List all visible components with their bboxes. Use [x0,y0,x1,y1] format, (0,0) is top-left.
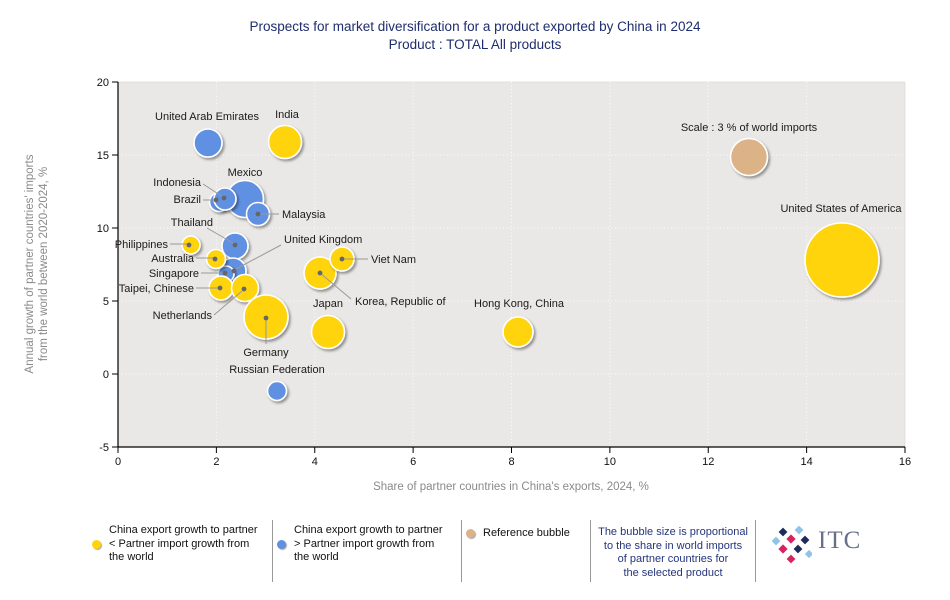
leader-dot-taipei-chinese [217,285,223,291]
y-tick-label-5: 5 [103,296,109,308]
bubble-chart: 20 15 10 5 0 -5 0 2 4 6 8 10 12 14 16 Mexico Brazil Indon… [24,77,911,493]
bubble-label-netherlands: Netherlands [153,310,213,322]
x-tick-label-10: 10 [604,456,616,468]
bubble-label-united-arab-emirates: United Arab Emirates [155,111,259,123]
legend-divider [755,520,756,582]
legend-label-blue: China export growth to partner > Partner… [294,524,443,563]
legend-divider [272,520,273,582]
legend-swatch-reference [466,529,475,539]
bubble-label-malaysia: Malaysia [282,209,326,221]
bubble-russian-federation[interactable] [266,380,288,402]
x-tick-label-14: 14 [801,456,813,468]
legend-swatch-yellow [92,539,101,549]
bubble-label-reference-bubble: Scale : 3 % of world imports [681,122,818,134]
chart-header: Prospects for market diversification for… [0,18,950,54]
legend: China export growth to partner < Partner… [0,518,950,592]
y-tick-label--5: -5 [99,442,109,454]
leader-united-kingdom [235,244,282,270]
leader-dot-philippines [186,242,192,248]
bubble-reference-bubble[interactable] [729,137,769,177]
itc-logo-mark [772,526,812,564]
bubble-label-japan: Japan [313,298,343,310]
bubble-label-germany: Germany [243,347,289,359]
y-tick-label-10: 10 [97,223,109,235]
bubble-japan[interactable] [310,314,346,350]
bubble-united-states-of-america[interactable] [804,222,880,298]
leader-dot-viet-nam [339,256,345,262]
bubble-label-indonesia: Indonesia [153,177,202,189]
bubble-united-arab-emirates[interactable] [193,128,223,158]
leader-dot-indonesia [221,195,227,201]
leader-dot-united-kingdom [231,268,237,274]
legend-label-reference: Reference bubble [483,527,570,539]
x-tick-label-4: 4 [312,456,318,468]
x-tick-label-8: 8 [508,456,514,468]
bubble-label-viet-nam: Viet Nam [371,254,416,266]
bubble-label-russian-federation: Russian Federation [229,364,324,376]
bubble-label-mexico: Mexico [228,167,263,179]
leader-indonesia [202,183,224,198]
legend-label-yellow: China export growth to partner < Partner… [109,524,258,563]
leader-dot-brazil [213,197,219,203]
leader-dot-singapore [222,270,228,276]
legend-item-reference: Reference bubble [466,527,586,541]
itc-logo-text: ITC [818,527,862,554]
leader-dot-thailand [232,242,238,248]
leader-dot-netherlands [241,286,247,292]
leader-dot-germany [263,315,269,321]
x-tick-label-6: 6 [410,456,416,468]
y-tick-label-0: 0 [103,369,109,381]
leader-netherlands [213,290,243,316]
x-tick-label-16: 16 [899,456,911,468]
bubble-label-united-states-of-america: United States of America [780,203,902,215]
leader-dot-australia [212,256,218,262]
y-axis-title-line1: Annual growth of partner countries' impo… [24,154,36,373]
leader-korea-republic-of [319,272,352,300]
leader-dot-malaysia [255,211,261,217]
bubble-label-india: India [275,109,300,121]
x-tick-label-0: 0 [115,456,121,468]
bubble-label-hong-kong-china: Hong Kong, China [474,298,565,310]
x-tick-label-12: 12 [702,456,714,468]
leader-thailand [206,227,234,244]
y-tick-label-15: 15 [97,150,109,162]
leader-dot-korea-republic-of [317,270,323,276]
bubble-label-korea-republic-of: Korea, Republic of [355,296,446,308]
bubble-hong-kong-china[interactable] [502,316,534,348]
bubble-label-philippines: Philippines [115,239,169,251]
chart-title: Prospects for market diversification for… [249,19,701,34]
legend-item-yellow: China export growth to partner < Partner… [92,524,264,565]
bubble-label-singapore: Singapore [149,268,199,280]
legend-divider [590,520,591,582]
chart-subtitle: Product : TOTAL All products [388,37,562,52]
itc-logo: ITC [772,526,861,568]
x-tick-label-2: 2 [213,456,219,468]
bubble-label-australia: Australia [151,253,195,265]
legend-swatch-blue [277,539,286,549]
bubble-label-united-kingdom: United Kingdom [284,234,362,246]
y-axis-title-line2: from the world between 2020-2024, % [38,167,50,361]
y-tick-label-20: 20 [97,77,109,89]
legend-divider [461,520,462,582]
legend-note: The bubble size is proportional to the s… [598,526,748,579]
bubble-label-thailand: Thailand [171,217,213,229]
legend-item-blue: China export growth to partner > Partner… [277,524,453,565]
bubble-india[interactable] [267,124,303,160]
x-axis-title: Share of partner countries in China's ex… [373,481,649,493]
bubble-label-brazil: Brazil [173,194,201,206]
bubble-label-taipei-chinese: Taipei, Chinese [119,283,194,295]
